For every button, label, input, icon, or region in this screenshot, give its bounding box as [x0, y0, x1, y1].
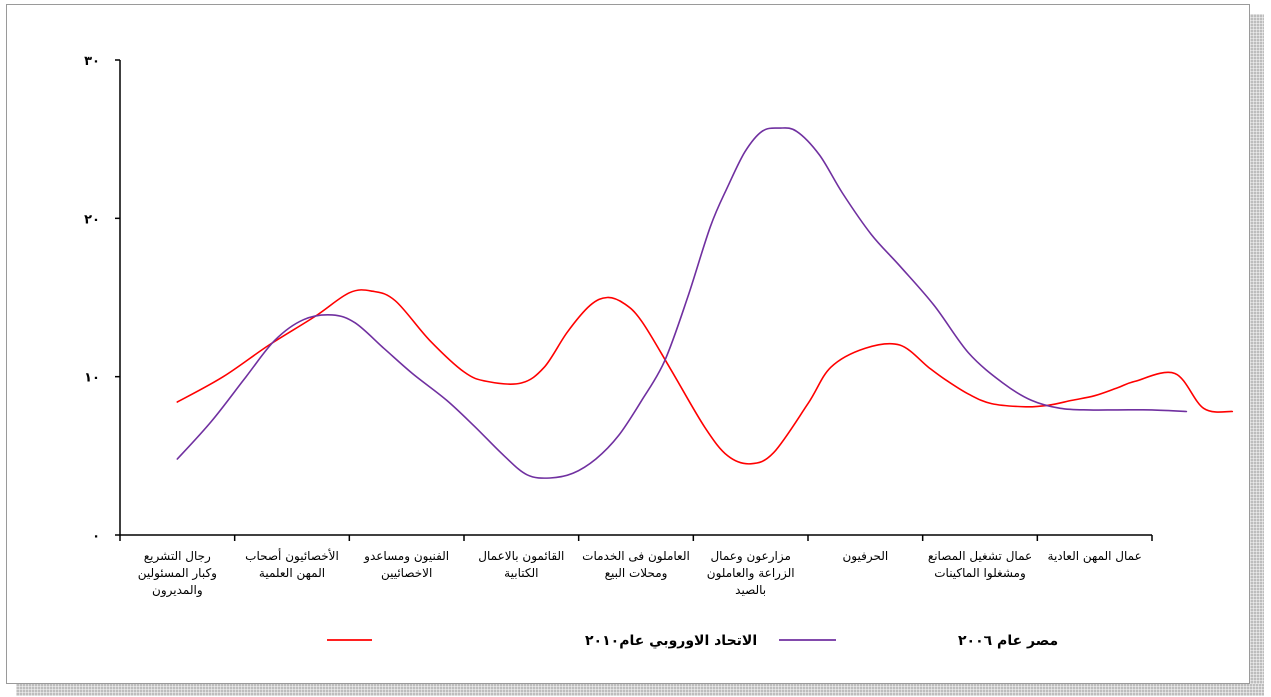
y-axis-ticks: ٠ ١٠ ٢٠ ٣٠: [84, 54, 120, 544]
x-category-label: مزارعون وعمال الزراعة والعاملون بالصيد: [707, 549, 795, 597]
x-category-label: الأخصائيون أصحاب المهن العلمية: [245, 548, 339, 581]
y-tick-label: ٠: [92, 529, 100, 544]
x-category-label-line: الاخصائيين: [381, 566, 432, 581]
x-category-label-line: الأخصائيون أصحاب: [245, 548, 339, 564]
y-tick-label: ١٠: [84, 371, 100, 386]
x-axis-categories: رجال التشريع وكبار المسئولين والمديرون الأخ…: [119, 535, 1153, 598]
legend: الاتحاد الاوروبي عام٢٠١٠ مصر عام ٢٠٠٦: [327, 633, 1058, 649]
x-category-label: عمال تشغيل المصانع ومشغلوا الماكينات: [928, 549, 1032, 581]
frame-shadow-bottom: [16, 684, 1264, 696]
x-category-label: الفنيون ومساعدو الاخصائيين: [363, 549, 449, 581]
chart-frame: [6, 4, 1250, 684]
x-category-label-line: مزارعون وعمال: [710, 549, 790, 564]
x-category-label-line: عمال المهن العادية: [1048, 549, 1142, 564]
x-category-label-line: وكبار المسئولين: [138, 566, 217, 581]
frame-shadow-right: [1250, 14, 1264, 696]
x-category-label-line: ومحلات البيع: [605, 566, 668, 581]
x-category-label: الحرفيون: [842, 549, 888, 564]
x-category-label-line: القائمون بالاعمال: [478, 549, 564, 564]
x-category-label: العاملون فى الخدمات ومحلات البيع: [582, 549, 690, 581]
x-category-label-line: عمال تشغيل المصانع: [928, 549, 1032, 563]
x-category-label-line: ومشغلوا الماكينات: [934, 566, 1026, 581]
chart-axes: [119, 60, 1152, 536]
x-category-label-line: رجال التشريع: [144, 549, 211, 564]
x-category-label-line: بالصيد: [735, 583, 766, 597]
x-category-label-line: الحرفيون: [842, 549, 888, 564]
x-category-label-line: والمديرون: [152, 583, 203, 598]
x-category-label-line: الفنيون ومساعدو: [363, 549, 449, 564]
x-category-label-line: الكتابية: [504, 566, 538, 580]
series-line-1: [176, 127, 1188, 479]
x-category-label-line: المهن العلمية: [259, 566, 325, 581]
y-tick-label: ٢٠: [84, 212, 100, 227]
x-category-label-line: الزراعة والعاملون: [707, 566, 795, 581]
legend-label-egypt: مصر عام ٢٠٠٦: [958, 633, 1058, 649]
legend-label-eu: الاتحاد الاوروبي عام٢٠١٠: [585, 633, 757, 649]
x-category-label: القائمون بالاعمال الكتابية: [478, 549, 564, 580]
x-category-label-line: العاملون فى الخدمات: [582, 549, 690, 564]
x-category-label: رجال التشريع وكبار المسئولين والمديرون: [138, 549, 217, 598]
y-tick-label: ٣٠: [84, 54, 100, 69]
series-line-0: [176, 289, 1234, 465]
x-category-label: عمال المهن العادية: [1048, 549, 1142, 564]
series-layer: [176, 127, 1234, 479]
